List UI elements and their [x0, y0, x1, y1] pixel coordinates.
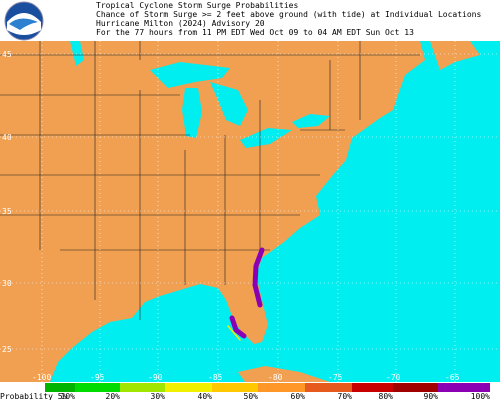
legend-swatch [165, 383, 212, 392]
legend-title: Probability 5% [0, 392, 68, 400]
legend: Probability 5%10% 20% 30% 40% 50% 60% 70% 80% 90… [0, 383, 490, 401]
legend-swatch [438, 383, 490, 392]
surge [227, 247, 265, 341]
lon-label: -90 [148, 373, 163, 382]
legend-tick: 80% [379, 392, 394, 400]
state-lines [0, 41, 420, 320]
legend-swatch [45, 383, 75, 392]
legend-swatch [305, 383, 352, 392]
header-line: Hurricane Milton (2024) Advisory 20 [96, 19, 265, 28]
lat-label: 25 [2, 345, 12, 354]
legend-tick: 10% [61, 392, 76, 400]
lon-label: -80 [268, 373, 283, 382]
lon-label: -100 [32, 373, 51, 382]
lat-label: 40 [2, 133, 12, 142]
legend-tick: 60% [291, 392, 306, 400]
header: Tropical Cyclone Storm Surge Probabiliti… [96, 1, 481, 37]
legend-tick: 90% [424, 392, 439, 400]
header-line: For the 77 hours from 11 PM EDT Wed Oct … [96, 28, 414, 37]
map: 45 40 35 30 25 -100 -95 -90 -85 -80 -75 -70 -65 [0, 41, 500, 382]
legend-tick: 100% [471, 392, 490, 400]
header-line: Chance of Storm Surge >= 2 feet above gr… [96, 10, 481, 19]
coord-labels: 45 40 35 30 25 -100 -95 -90 -85 -80 -75 -70 -65 [2, 50, 460, 382]
legend-swatch [258, 383, 305, 392]
land [0, 41, 480, 382]
noaa-logo [4, 1, 44, 41]
legend-tick: 50% [244, 392, 259, 400]
legend-swatch [212, 383, 258, 392]
legend-swatch [352, 383, 393, 392]
legend-tick: 40% [198, 392, 213, 400]
lakes [70, 41, 330, 148]
lon-label: -75 [328, 373, 343, 382]
lat-label: 45 [2, 50, 12, 59]
legend-tick: 20% [106, 392, 121, 400]
grid [0, 41, 500, 382]
header-line: Tropical Cyclone Storm Surge Probabiliti… [96, 1, 298, 10]
lon-label: -95 [90, 373, 105, 382]
lon-label: -85 [208, 373, 223, 382]
legend-swatch [120, 383, 165, 392]
lat-label: 30 [2, 279, 12, 288]
lat-label: 35 [2, 207, 12, 216]
legend-tick: 30% [151, 392, 166, 400]
legend-tick: 70% [338, 392, 353, 400]
lon-label: -65 [445, 373, 460, 382]
legend-swatch [75, 383, 120, 392]
lon-label: -70 [386, 373, 401, 382]
legend-swatch [393, 383, 438, 392]
